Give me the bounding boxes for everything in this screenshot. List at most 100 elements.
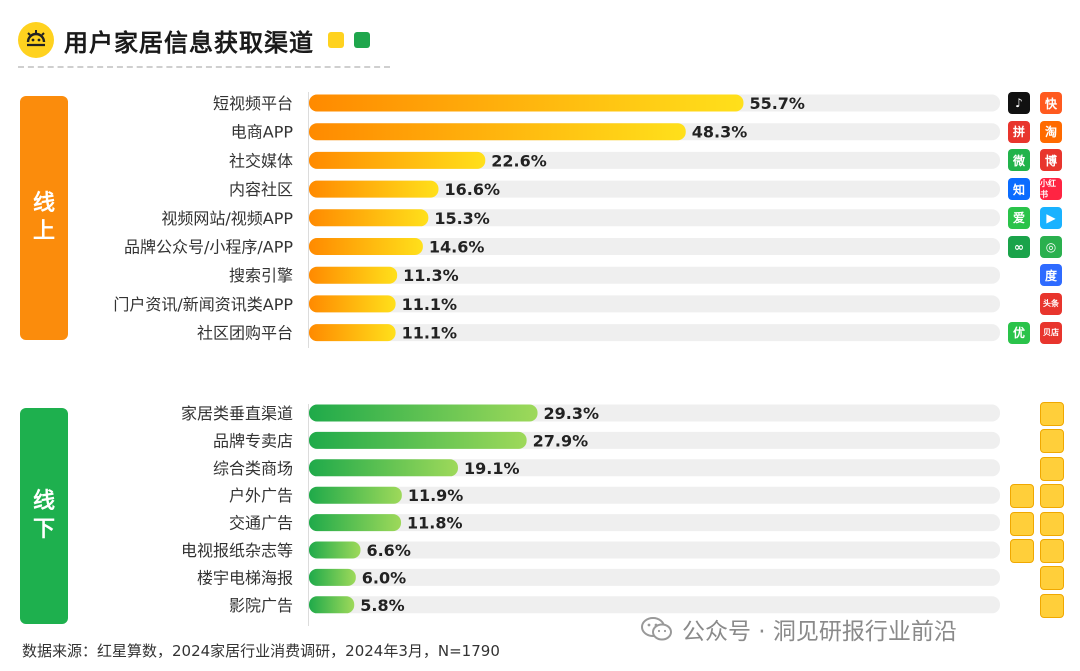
bar-offline-2: [309, 459, 458, 477]
bar-online-1: [309, 123, 686, 141]
offline-axis-line: [308, 404, 309, 626]
baidu-icon: 度: [1040, 264, 1062, 287]
value-label-online-2: 22.6%: [491, 151, 547, 170]
group-label-offline: 线 下: [20, 408, 68, 624]
category-label-online-5: 品牌公众号/小程序/APP: [124, 238, 293, 257]
beidian-icon: 贝店: [1040, 321, 1062, 344]
category-label-online-7: 门户资讯/新闻资讯类APP: [113, 295, 293, 314]
weibo-icon: 博: [1040, 149, 1062, 172]
value-label-online-1: 48.3%: [692, 123, 748, 142]
bar-offline-7: [309, 596, 355, 614]
bar-offline-3: [309, 486, 402, 504]
value-label-offline-7: 5.8%: [360, 596, 404, 615]
bar-track-offline-5: [309, 541, 1000, 559]
store-icon: [1040, 429, 1064, 454]
tv-icon-alt: [1010, 539, 1034, 563]
category-label-online-6: 搜索引擎: [229, 266, 293, 285]
page-title: 用户家居信息获取渠道: [64, 28, 314, 57]
category-label-online-4: 视频网站/视频APP: [161, 209, 293, 228]
header-divider: [18, 66, 390, 68]
category-label-offline-1: 品牌专卖店: [213, 431, 293, 450]
data-source-note: 数据来源：红星算数，2024家居行业消费调研，2024年3月，N=1790: [22, 642, 500, 660]
category-label-online-2: 社交媒体: [229, 151, 293, 170]
cinema-icon: [1040, 593, 1064, 618]
value-label-offline-5: 6.6%: [366, 541, 410, 560]
bar-offline-1: [309, 431, 527, 449]
value-label-online-8: 11.1%: [402, 324, 458, 343]
category-label-online-8: 社区团购平台: [197, 324, 293, 343]
bar-track-online-4: [309, 209, 1000, 227]
category-label-offline-2: 综合类商场: [213, 459, 293, 478]
bar-track-online-7: [309, 295, 1000, 313]
bar-online-6: [309, 266, 398, 284]
app-icon: ◎: [1040, 235, 1062, 258]
bar-track-offline-7: [309, 596, 1000, 614]
mall-icon: [1040, 456, 1064, 481]
pinduoduo-icon: 拼: [1008, 120, 1030, 143]
bar-track-offline-2: [309, 459, 1000, 477]
yellow-square-icon: [328, 32, 344, 48]
bar-online-5: [309, 238, 423, 255]
bar-offline-0: [309, 404, 538, 422]
value-label-offline-4: 11.8%: [407, 514, 463, 533]
watermark: 公众号 · 洞见研报行业前沿: [640, 612, 957, 646]
bar-track-online-8: [309, 324, 1000, 342]
bar-offline-6: [309, 568, 356, 586]
value-label-offline-6: 6.0%: [362, 568, 406, 587]
elevator-icon: [1040, 566, 1064, 591]
bar-online-3: [309, 180, 439, 198]
transport-ad-icon-alt: [1010, 511, 1034, 536]
toutiao-icon: 头条: [1040, 292, 1062, 315]
wechat-icon: 微: [1008, 149, 1030, 172]
vertical-channel-icon: [1040, 402, 1064, 426]
value-label-offline-2: 19.1%: [464, 459, 520, 478]
category-label-offline-4: 交通广告: [229, 514, 293, 533]
bar-track-online-6: [309, 266, 1000, 284]
brand-logo-icon: [18, 22, 54, 58]
value-label-online-0: 55.7%: [749, 94, 805, 113]
bar-online-8: [309, 324, 396, 342]
iqiyi-icon: 爱: [1008, 206, 1030, 229]
bar-offline-5: [309, 541, 361, 559]
bar-track-offline-4: [309, 514, 1000, 532]
category-label-online-1: 电商APP: [231, 123, 294, 142]
bar-track-online-5: [309, 238, 1000, 255]
group-label-online-line1: 线: [32, 191, 55, 216]
value-label-online-3: 16.6%: [444, 180, 500, 199]
bar-offline-4: [309, 514, 402, 532]
category-label-offline-6: 楼宇电梯海报: [197, 568, 293, 587]
value-label-online-7: 11.1%: [402, 295, 458, 314]
douyin-icon: ♪: [1008, 92, 1030, 114]
header: 用户家居信息获取渠道: [18, 20, 370, 60]
value-label-offline-1: 27.9%: [533, 431, 589, 450]
value-label-online-5: 14.6%: [429, 238, 485, 257]
category-label-offline-7: 影院广告: [229, 596, 293, 615]
tv-icon: [1040, 539, 1064, 563]
taobao-icon: 淘: [1040, 120, 1062, 143]
category-label-offline-5: 电视报纸杂志等: [181, 541, 293, 560]
tencent-video-icon: ▶: [1040, 206, 1062, 229]
bar-track-offline-6: [309, 568, 1000, 586]
group-label-online-line2: 上: [32, 219, 55, 244]
bar-online-4: [309, 209, 429, 227]
kuaishou-icon: 快: [1040, 92, 1062, 114]
zhihu-icon: 知: [1008, 178, 1030, 201]
group-label-offline-line1: 线: [32, 489, 55, 514]
bar-online-2: [309, 151, 486, 169]
value-label-online-6: 11.3%: [403, 266, 459, 285]
group-label-offline-line2: 下: [32, 517, 55, 542]
meituan-icon: 优: [1008, 321, 1030, 344]
green-square-icon: [354, 32, 370, 48]
value-label-offline-0: 29.3%: [544, 404, 600, 423]
value-label-offline-3: 11.9%: [408, 486, 464, 505]
category-label-offline-0: 家居类垂直渠道: [181, 404, 293, 423]
outdoor-ad-icon-alt: [1010, 484, 1034, 509]
watermark-text: 公众号 · 洞见研报行业前沿: [682, 619, 957, 645]
bar-track-offline-3: [309, 486, 1000, 504]
bar-online-7: [309, 295, 396, 313]
category-label-online-3: 内容社区: [229, 180, 293, 199]
bar-track-online-3: [309, 180, 1000, 198]
category-label-offline-3: 户外广告: [229, 486, 293, 505]
miniprogram-icon: ∞: [1008, 235, 1030, 258]
wechat-watermark-icon: [641, 617, 672, 641]
